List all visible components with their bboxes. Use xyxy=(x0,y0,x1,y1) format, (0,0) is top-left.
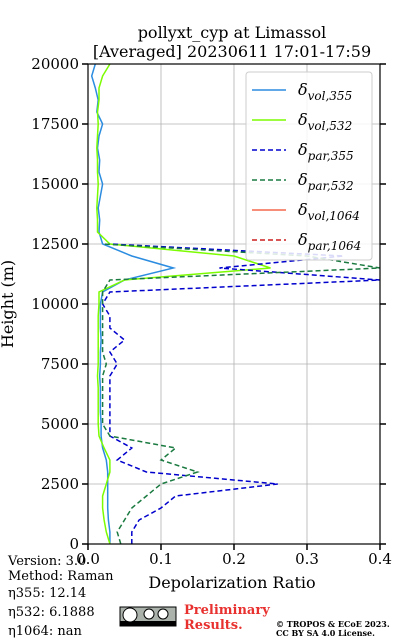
eta: η1064: nan xyxy=(8,624,83,639)
x-tick-label: 0.4 xyxy=(368,550,392,568)
preliminary: Preliminary xyxy=(184,603,270,618)
y-tick-label: 5000 xyxy=(41,415,79,433)
legend-label: δvol,355 xyxy=(298,80,352,103)
info: Version: 3.0 Method: Raman η355: 12.14 η… xyxy=(7,554,114,639)
profile-line xyxy=(101,243,380,544)
plot-frame xyxy=(87,63,381,545)
y-tick-label: 12500 xyxy=(31,235,79,253)
y-axis-label: Height (m) xyxy=(0,260,17,348)
y-tick-label: 20000 xyxy=(31,55,79,73)
profile-line xyxy=(96,64,271,544)
legend-label: δpar,1064 xyxy=(298,230,361,253)
y-tick-label: 2500 xyxy=(41,475,79,493)
profile-line xyxy=(101,243,380,544)
profile-line xyxy=(90,64,177,544)
legend-box xyxy=(245,71,373,261)
cc-logo xyxy=(119,606,177,627)
eta: η355: 12.14 xyxy=(8,586,86,601)
preliminary: Results. xyxy=(184,618,243,633)
eta: η532: 6.1888 xyxy=(8,605,95,620)
copyright: CC BY SA 4.0 License. xyxy=(276,628,375,638)
x-tick-label: 0.1 xyxy=(149,550,173,568)
chart-subtitle: [Averaged] 20230611 17:01-17:59 xyxy=(93,42,371,61)
legend-label: δvol,532 xyxy=(298,110,352,133)
x-axis-label: Depolarization Ratio xyxy=(148,573,315,592)
chart-title: pollyxt_cyp at Limassol xyxy=(138,23,327,42)
y-tick-label: 7500 xyxy=(41,355,79,373)
x-tick-label: 0.0 xyxy=(76,550,100,568)
version: Version: 3.0 xyxy=(7,554,86,569)
y-tick-label: 17500 xyxy=(31,115,79,133)
legend-label: δpar,355 xyxy=(298,140,354,163)
legend-label: δpar,532 xyxy=(298,170,354,193)
x-tick-label: 0.3 xyxy=(295,550,319,568)
method: Method: Raman xyxy=(8,569,114,584)
legend-label: δvol,1064 xyxy=(298,200,360,223)
x-tick-label: 0.2 xyxy=(222,550,246,568)
y-tick-label: 15000 xyxy=(31,175,79,193)
y-tick-label: 10000 xyxy=(31,295,79,313)
y-tick-label: 0 xyxy=(69,535,79,553)
copyright: © TROPOS & ECoE 2023. xyxy=(276,619,390,629)
